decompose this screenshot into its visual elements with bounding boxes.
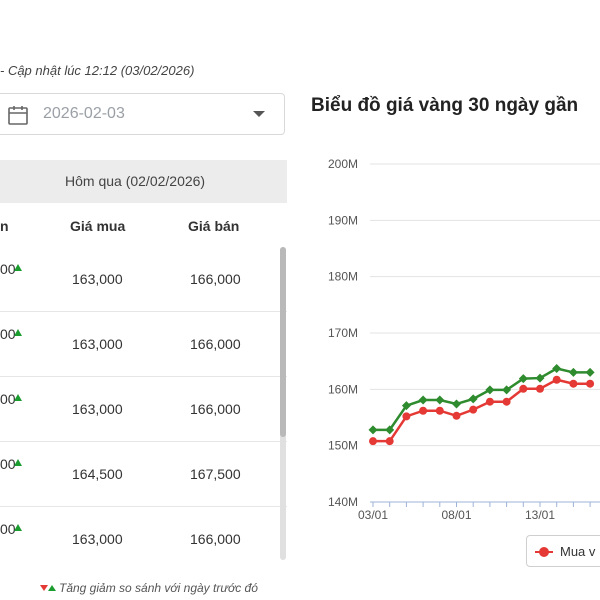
y-tick-label: 140M [328, 495, 358, 509]
row-buy-price: 164,500 [72, 466, 123, 482]
row-partial-value: 00 [0, 521, 16, 537]
row-buy-price: 163,000 [72, 271, 123, 287]
col-header-buy: Giá mua [70, 218, 126, 234]
row-sell-price: 166,000 [190, 271, 241, 287]
table-row: 00 163,000 166,000 [0, 312, 287, 377]
row-sell-price: 167,500 [190, 466, 241, 482]
data-point-sell [385, 425, 395, 435]
chevron-down-icon[interactable] [253, 111, 265, 117]
row-sell-price: 166,000 [190, 336, 241, 352]
y-tick-label: 160M [328, 382, 358, 396]
data-point-sell [418, 395, 428, 405]
data-point-sell [452, 399, 461, 409]
data-point-buy [502, 397, 511, 406]
data-point-buy [569, 379, 578, 388]
table-row: 00 163,000 166,000 [0, 377, 287, 442]
x-tick-label: 03/01 [358, 508, 388, 522]
data-point-sell [552, 363, 562, 373]
data-point-sell [468, 394, 478, 404]
trend-up-icon [14, 394, 22, 401]
price-line-chart: 140M 150M 160M 170M 180M 190M 200M 03/01 08/01 13… [328, 157, 600, 522]
table-body: 00 163,000 166,000 00 163,000 166,000 00 163,00… [0, 247, 287, 560]
x-tick-label: 13/01 [525, 508, 555, 522]
y-tick-label: 170M [328, 326, 358, 340]
table-row: 00 163,000 166,000 [0, 247, 287, 312]
y-tick-label: 190M [328, 213, 358, 227]
row-buy-price: 163,000 [72, 336, 123, 352]
trend-up-icon [14, 264, 22, 271]
data-point-sell [585, 367, 595, 377]
table-row: 00 164,500 167,500 [0, 442, 287, 507]
row-partial-value: 00 [0, 261, 16, 277]
y-tick-label: 180M [328, 270, 358, 284]
row-partial-value: 00 [0, 391, 16, 407]
data-point-sell [535, 373, 545, 383]
trend-up-icon [14, 329, 22, 336]
row-sell-price: 166,000 [190, 401, 241, 417]
y-tick-label: 150M [328, 439, 358, 453]
col-header-partial: n [0, 218, 9, 234]
legend-label-buy: Mua v [560, 544, 596, 559]
data-point-sell [485, 385, 495, 395]
chart-legend[interactable]: Mua v [526, 535, 600, 567]
row-sell-price: 166,000 [190, 531, 241, 547]
update-timestamp: - Cập nhật lúc 12:12 (03/02/2026) [0, 63, 195, 78]
y-tick-label: 200M [328, 157, 358, 171]
data-point-buy [435, 406, 444, 415]
data-point-buy [402, 412, 411, 421]
legend-marker [539, 547, 549, 557]
date-value: 2026-02-03 [43, 105, 125, 122]
data-point-sell [502, 385, 512, 395]
trend-up-icon [14, 524, 22, 531]
down-triangle-icon [40, 585, 48, 591]
chart-title: Biểu đồ giá vàng 30 ngày gần [311, 95, 579, 116]
data-point-sell [518, 374, 528, 384]
scrollbar-thumb[interactable] [280, 247, 286, 437]
trend-up-icon [14, 459, 22, 466]
group-header-yesterday: Hôm qua (02/02/2026) [0, 160, 287, 203]
column-headers: n Giá mua Giá bán [0, 203, 287, 247]
data-point-buy [469, 405, 478, 414]
trend-footnote: Tăng giảm so sánh với ngày trước đó [40, 581, 258, 595]
calendar-icon [8, 106, 28, 125]
x-tick-label: 08/01 [441, 508, 471, 522]
up-triangle-icon [48, 585, 56, 591]
data-point-buy [586, 379, 595, 388]
data-point-buy [552, 375, 561, 384]
table-scrollbar[interactable] [280, 247, 286, 560]
col-header-sell: Giá bán [188, 218, 240, 234]
date-picker[interactable]: 2026-02-03 [0, 93, 285, 135]
data-point-sell [435, 395, 445, 405]
row-partial-value: 00 [0, 326, 16, 342]
data-point-sell [401, 401, 411, 411]
row-buy-price: 163,000 [72, 401, 123, 417]
data-point-buy [536, 384, 544, 393]
table-row: 00 163,000 166,000 [0, 507, 287, 560]
data-point-buy [485, 397, 494, 406]
data-point-buy [452, 411, 461, 420]
row-partial-value: 00 [0, 456, 16, 472]
data-point-buy [369, 437, 377, 446]
data-point-buy [519, 384, 528, 393]
data-point-buy [419, 406, 428, 415]
data-point-buy [385, 437, 394, 446]
data-point-sell [568, 367, 578, 377]
price-table: Hôm qua (02/02/2026) n Giá mua Giá bán 0… [0, 160, 287, 560]
row-buy-price: 163,000 [72, 531, 123, 547]
data-point-sell [368, 425, 378, 435]
